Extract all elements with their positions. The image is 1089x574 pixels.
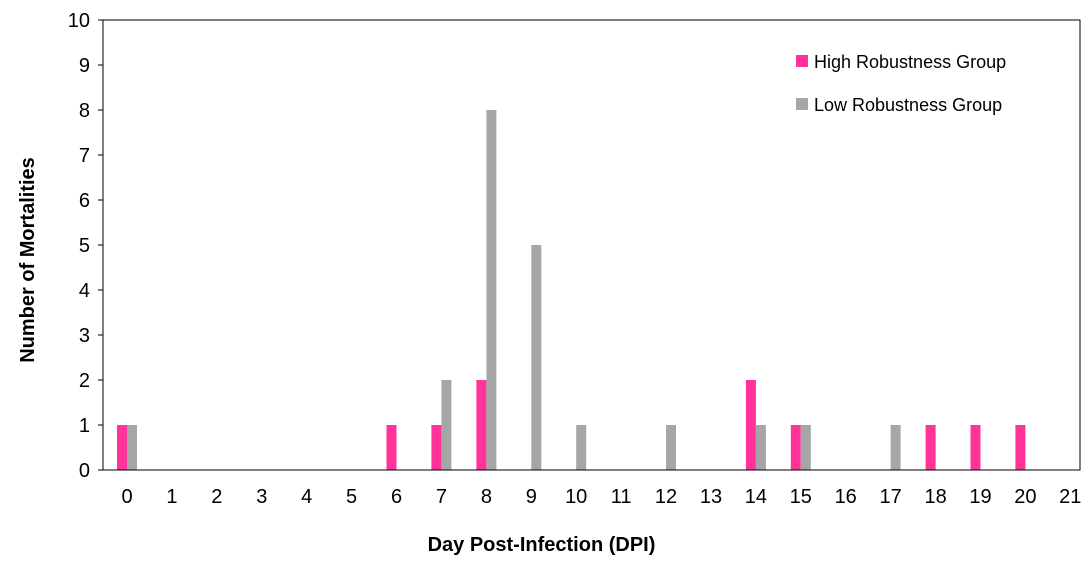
- x-tick-label: 4: [301, 486, 312, 508]
- x-tick-label: 10: [565, 486, 587, 508]
- x-tick-label: 7: [436, 486, 447, 508]
- x-axis-title: Day Post-Infection (DPI): [428, 534, 656, 556]
- bar-high-day-8: [476, 380, 487, 470]
- bar-low-day-14: [755, 425, 766, 470]
- bar-high-day-19: [970, 425, 981, 470]
- plot-area-frame: [102, 19, 1081, 471]
- x-tick-label: 19: [969, 486, 991, 508]
- x-tick-label: 2: [211, 486, 222, 508]
- y-tick-label: 3: [79, 325, 90, 347]
- bar-low-day-10: [576, 425, 587, 470]
- y-tick-label: 8: [79, 100, 90, 122]
- x-tick-label: 18: [924, 486, 946, 508]
- bar-low-day-17: [890, 425, 901, 470]
- bar-high-day-0: [117, 425, 127, 470]
- x-tick-label: 13: [700, 486, 722, 508]
- y-axis-title: Number of Mortalities: [17, 157, 39, 363]
- bar-low-day-9: [531, 245, 542, 470]
- y-tick-label: 1: [79, 415, 90, 437]
- x-tick-label: 12: [655, 486, 677, 508]
- x-tick-label: 0: [121, 486, 132, 508]
- x-tick-label: 11: [611, 486, 632, 508]
- y-axis-ticks: 0 1 2 3 4 5 6 7 8 9 10: [68, 10, 103, 482]
- y-tick-label: 2: [79, 370, 90, 392]
- bar-high-day-20: [1015, 425, 1026, 470]
- y-tick-label: 6: [79, 190, 90, 212]
- y-tick-label: 10: [68, 10, 90, 32]
- bar-low-day-0: [127, 425, 137, 470]
- bar-low-day-15: [800, 425, 811, 470]
- legend: High Robustness Group Low Robustness Gro…: [796, 52, 1006, 115]
- x-tick-label: 3: [256, 486, 267, 508]
- x-tick-label: 1: [166, 486, 177, 508]
- y-tick-label: 4: [79, 280, 90, 302]
- x-tick-label: 8: [481, 486, 492, 508]
- bar-high-day-6: [386, 425, 397, 470]
- x-tick-label: 16: [835, 486, 857, 508]
- bar-low-day-8: [486, 110, 497, 470]
- bar-low-day-12: [666, 425, 676, 470]
- x-tick-label: 6: [391, 486, 402, 508]
- x-axis-ticks: 0 1 2 3 4 5 6 7 8 9 10 11 12 13 14 15 16 17 18 19 20 21: [121, 486, 1081, 508]
- y-tick-label: 5: [79, 235, 90, 257]
- bar-high-day-18: [925, 425, 936, 470]
- bars-layer: [117, 110, 1026, 470]
- legend-swatch-high-robustness: [796, 55, 808, 67]
- y-tick-label: 0: [79, 460, 90, 482]
- bar-high-day-14: [745, 380, 756, 470]
- legend-swatch-low-robustness: [796, 98, 808, 110]
- x-tick-label: 15: [790, 486, 812, 508]
- x-tick-label: 20: [1014, 486, 1036, 508]
- bar-high-day-7: [431, 425, 442, 470]
- x-tick-label: 14: [745, 486, 767, 508]
- y-tick-label: 9: [79, 55, 90, 77]
- bar-low-day-7: [441, 380, 452, 470]
- bar-high-day-15: [790, 425, 801, 470]
- x-tick-label: 17: [879, 486, 901, 508]
- legend-label-high-robustness: High Robustness Group: [814, 52, 1006, 72]
- x-tick-label: 5: [346, 486, 357, 508]
- x-tick-label: 21: [1059, 486, 1081, 508]
- y-tick-label: 7: [79, 145, 90, 167]
- legend-label-low-robustness: Low Robustness Group: [814, 95, 1002, 115]
- x-tick-label: 9: [526, 486, 537, 508]
